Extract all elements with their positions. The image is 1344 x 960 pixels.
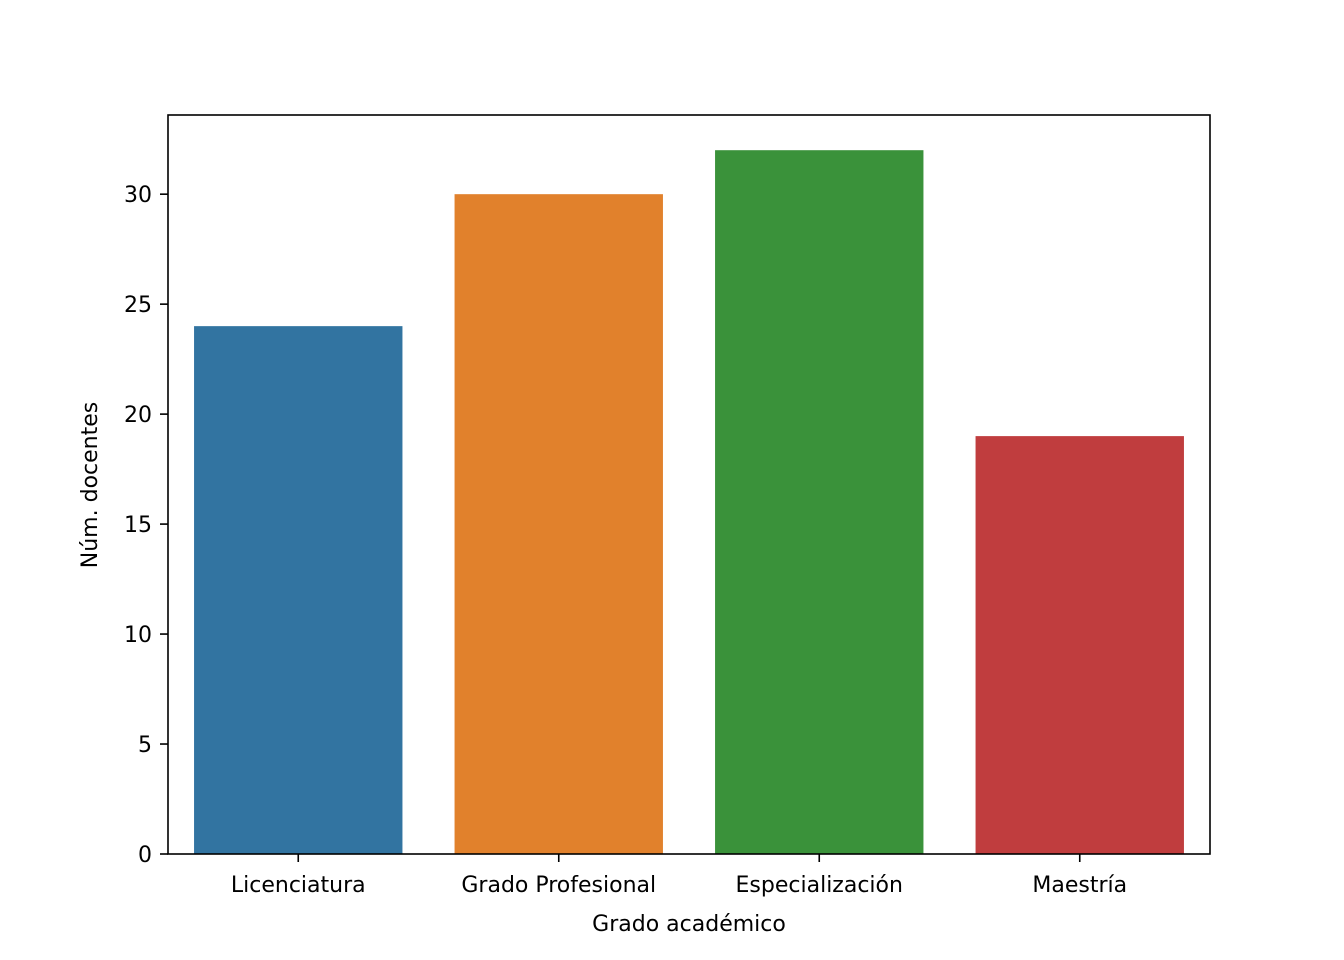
y-tick-label: 20 [124,403,152,428]
bars-group [194,150,1184,855]
y-tick-label: 5 [138,733,152,758]
y-tick-label: 0 [138,843,152,868]
x-axis-ticks: Licenciatura Grado Profesional Especializa… [231,854,1127,898]
x-axis-label: Grado académico [592,912,786,937]
y-tick-label: 25 [124,293,152,318]
bar-1 [454,194,663,854]
x-tick-label: Licenciatura [231,873,366,898]
x-tick-label: Maestría [1032,873,1127,898]
y-tick-label: 15 [124,513,152,538]
x-tick-label: Especialización [736,873,903,898]
x-tick-label: Grado Profesional [461,873,656,898]
y-axis-ticks: 0 5 10 15 20 25 30 [124,183,168,868]
bar-2 [715,150,924,854]
y-tick-label: 30 [124,183,152,208]
bar-3 [975,436,1184,854]
bar-0 [194,326,403,855]
y-tick-label: 10 [124,623,152,648]
y-axis-label: Núm. docentes [78,402,103,568]
plot-frame [167,114,1211,855]
